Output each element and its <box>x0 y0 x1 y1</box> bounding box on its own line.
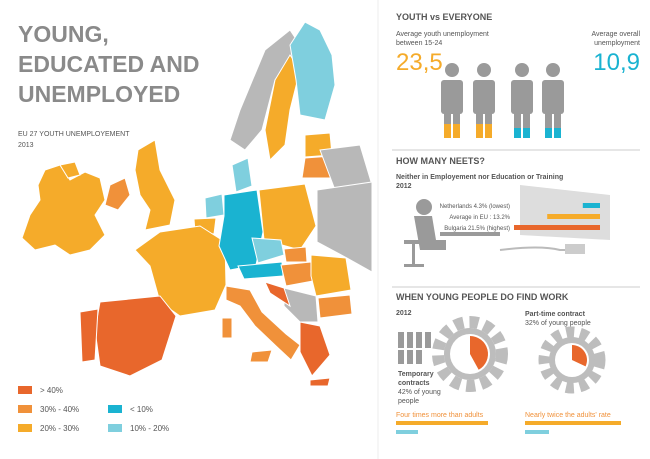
map-title: EU 27 YOUTH UNEMPLOYEMENT <box>18 131 130 138</box>
country <box>283 287 319 323</box>
country <box>316 181 373 273</box>
country <box>317 294 353 319</box>
comparison-bar <box>396 421 488 425</box>
neets-subtitle: 2012 <box>396 183 412 190</box>
temporary-share: people <box>398 398 419 405</box>
country <box>283 246 308 263</box>
country <box>310 254 352 297</box>
country <box>289 21 336 121</box>
country <box>264 54 301 162</box>
part-time-comparison: Nearly twice the adults' rate <box>525 412 611 419</box>
title-line: UNEMPLOYED <box>18 81 180 107</box>
temporary-comparison: Four times more than adults <box>396 412 484 419</box>
country <box>309 377 331 387</box>
map <box>79 21 373 387</box>
country <box>204 193 225 219</box>
legend-swatch <box>18 424 32 432</box>
neet-label: Average in EU : 13.2% <box>449 215 510 221</box>
neet-bar <box>582 203 600 208</box>
legend-swatch <box>18 386 32 394</box>
neet-bar <box>547 214 600 219</box>
part-time-share: 32% of young people <box>525 320 591 327</box>
part-time-title: Part-time contract <box>525 311 586 318</box>
neet-bars: Netherlands 4.3% (lowest) Average in EU :… <box>440 203 600 232</box>
legend: > 40% 30% - 40% 20% - 30% < 10% 10% - 20% <box>18 386 169 433</box>
neet-label: Netherlands 4.3% (lowest) <box>440 204 510 210</box>
legend-swatch <box>18 405 32 413</box>
country <box>134 139 176 231</box>
neets-subtitle: Neither in Employement nor Education or … <box>396 174 563 181</box>
legend-swatch <box>108 405 122 413</box>
inset-map <box>21 161 106 256</box>
section-title: YOUTH vs EVERYONE <box>396 12 492 22</box>
comparison-bar <box>396 430 418 434</box>
gear <box>538 326 606 394</box>
country <box>264 281 291 308</box>
youth-label: between 15-24 <box>396 40 442 47</box>
gears <box>432 316 606 394</box>
overall-label: unemployment <box>594 40 640 47</box>
country <box>231 157 253 193</box>
legend-label: 20% - 30% <box>40 424 79 433</box>
youth-value: 23,5 <box>396 49 443 76</box>
temporary-title: Temporary <box>398 371 434 378</box>
gear <box>432 316 508 392</box>
legend-label: 30% - 40% <box>40 405 79 414</box>
legend-label: 10% - 20% <box>130 424 169 433</box>
share-wedge <box>470 336 489 370</box>
people-icons <box>441 63 564 138</box>
map-year: 2013 <box>18 142 34 149</box>
neet-bar <box>514 225 600 230</box>
country <box>299 321 331 377</box>
overall-label: Average overall <box>591 31 640 38</box>
title-line: EDUCATED AND <box>18 51 199 77</box>
country <box>104 177 131 211</box>
overall-value: 10,9 <box>593 49 640 76</box>
country <box>221 317 233 339</box>
temporary-share: 42% of young <box>398 389 441 396</box>
section-title: HOW MANY NEETS? <box>396 156 485 166</box>
temporary-title: contracts <box>398 380 430 387</box>
share-wedge <box>572 345 587 367</box>
legend-label: > 40% <box>40 386 63 395</box>
country <box>79 308 99 363</box>
country <box>258 183 317 251</box>
country <box>94 295 177 377</box>
country <box>134 225 227 317</box>
youth-label: Average youth unemployment <box>396 31 489 38</box>
country <box>225 285 301 361</box>
comparison-bar <box>525 430 549 434</box>
legend-label: < 10% <box>130 405 153 414</box>
country <box>251 237 285 264</box>
work-year: 2012 <box>396 310 412 317</box>
country <box>280 261 314 287</box>
neet-label: Bulgaria 21.5% (highest) <box>444 226 510 232</box>
title-line: YOUNG, <box>18 21 109 47</box>
comparison-bar <box>525 421 621 425</box>
people-small <box>398 332 431 364</box>
legend-swatch <box>108 424 122 432</box>
country <box>237 261 284 280</box>
country <box>249 349 273 363</box>
section-title: WHEN YOUNG PEOPLE DO FIND WORK <box>396 292 569 302</box>
